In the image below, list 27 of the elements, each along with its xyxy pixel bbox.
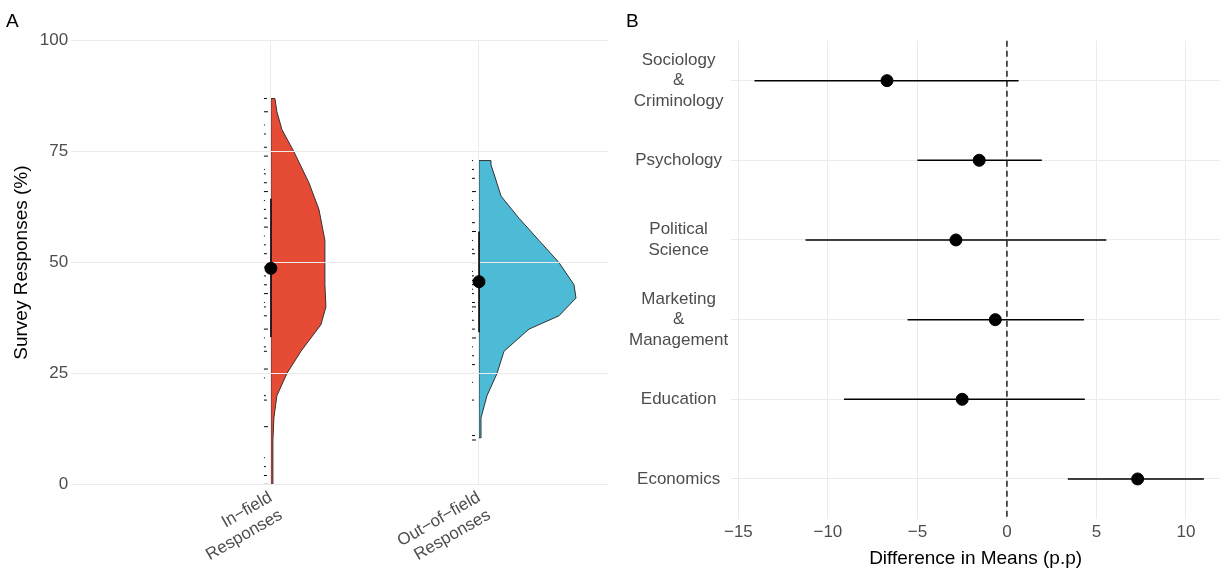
- x-tick-label: 0: [1002, 521, 1012, 541]
- x-tick-label: 10: [1176, 521, 1196, 541]
- y-tick-label: Education: [640, 388, 717, 408]
- x-tick-label: 5: [1091, 521, 1102, 541]
- chart-title: A: [6, 9, 19, 31]
- x-tick-label: −5: [907, 521, 928, 541]
- point: [880, 74, 894, 88]
- point: [988, 313, 1002, 327]
- y-tick-label: 50: [49, 252, 69, 272]
- point: [1131, 472, 1145, 486]
- x-axis-title: Difference in Means (p.p): [869, 546, 1083, 568]
- y-axis-title: Survey Responses (%): [9, 165, 31, 360]
- y-tick-label: Marketing & Management: [629, 288, 729, 349]
- y-tick-label: Psychology: [635, 149, 723, 169]
- y-tick-label: 100: [39, 30, 69, 50]
- y-tick-label: Political Science: [648, 219, 709, 259]
- x-tick-label: −15: [723, 521, 753, 541]
- y-tick-label: 75: [49, 141, 69, 161]
- point: [949, 233, 963, 247]
- chart-title: B: [626, 9, 639, 31]
- x-tick-label: −10: [813, 521, 843, 541]
- point: [972, 153, 986, 167]
- y-tick-label: Economics: [637, 468, 721, 488]
- point: [955, 392, 969, 406]
- y-tick-label: 0: [58, 474, 69, 494]
- y-tick-label: 25: [49, 363, 69, 383]
- y-tick-label: Sociology & Criminology: [633, 49, 724, 110]
